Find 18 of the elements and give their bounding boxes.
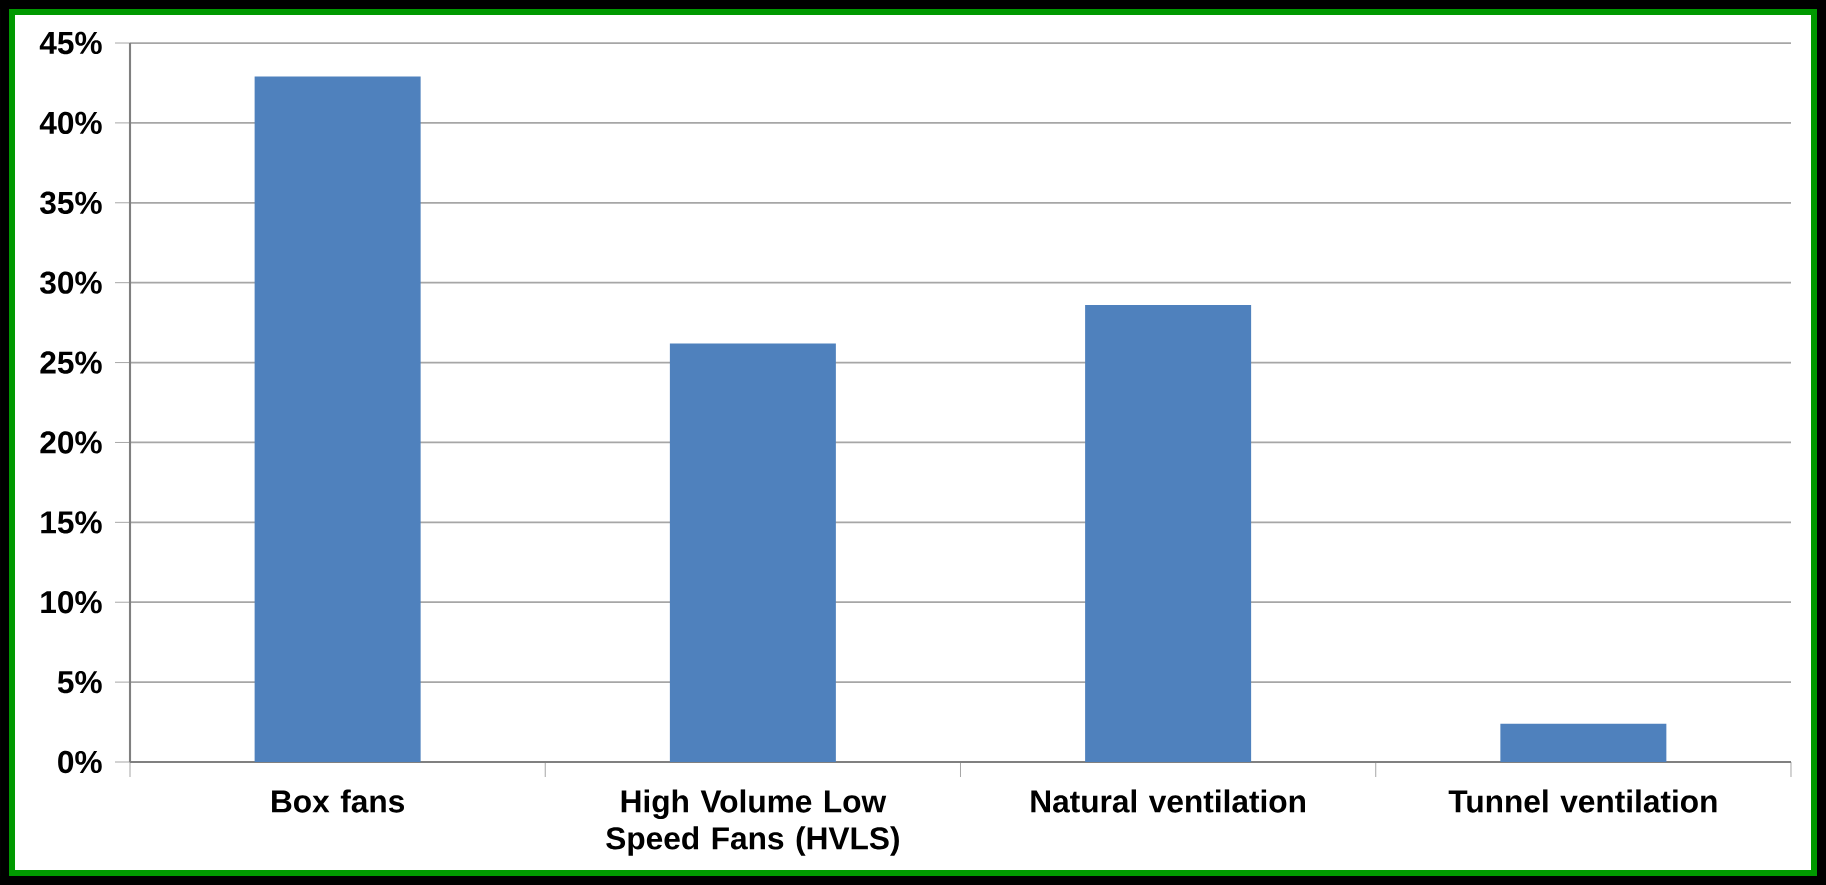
bar bbox=[1085, 305, 1252, 762]
y-tick-label: 45% bbox=[39, 31, 102, 55]
y-tick-label: 10% bbox=[41, 591, 102, 614]
x-tick-label: High Volume Low Speed Fans (HVLS) bbox=[606, 789, 899, 856]
x-tick-label: Tunnel ventilation bbox=[1448, 789, 1717, 813]
x-tick-label: Natural ventilation bbox=[1031, 789, 1305, 813]
y-tick-label: 15% bbox=[41, 511, 102, 534]
y-tick-label: 40% bbox=[39, 111, 102, 135]
y-tick-label: 35% bbox=[40, 191, 102, 214]
y-tick-label: 0% bbox=[58, 750, 102, 774]
bar bbox=[669, 343, 836, 762]
y-tick-label: 5% bbox=[57, 670, 102, 694]
y-tick-label: 25% bbox=[40, 351, 102, 374]
bar bbox=[254, 76, 421, 762]
y-tick-label: 30% bbox=[40, 271, 102, 294]
y-tick-label: 20% bbox=[40, 431, 102, 454]
bar bbox=[1500, 723, 1667, 762]
x-tick-label: Box fans bbox=[272, 789, 405, 813]
